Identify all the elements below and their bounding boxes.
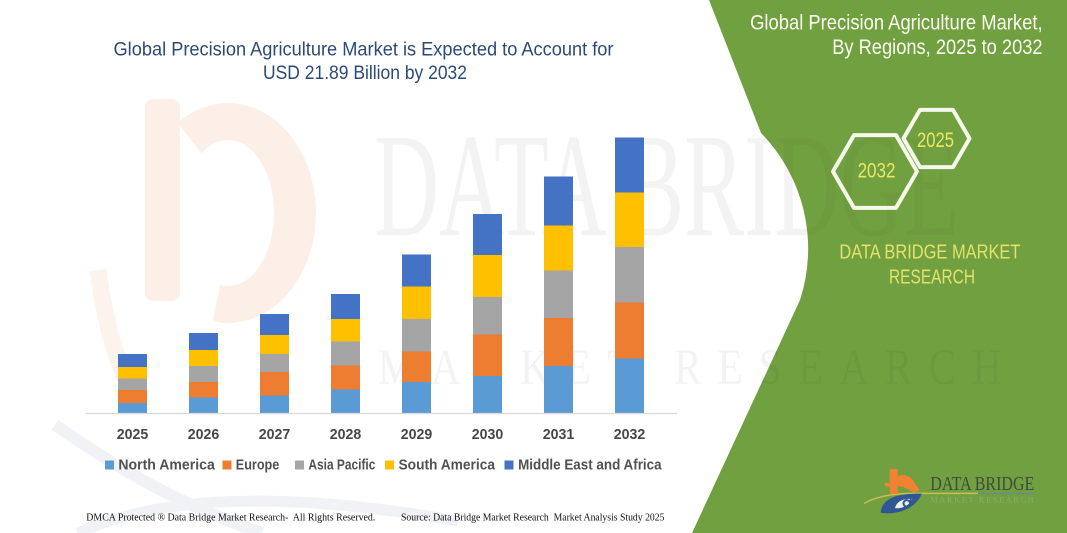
svg-text:Global Precision Agriculture M: Global Precision Agriculture Market,: [750, 10, 1043, 34]
svg-text:2028: 2028: [330, 427, 362, 443]
svg-text:2025: 2025: [117, 427, 149, 443]
svg-text:Source: Data Bridge Market Res: Source: Data Bridge Market Research Mark…: [401, 512, 665, 524]
svg-text:Asia Pacific: Asia Pacific: [308, 456, 375, 473]
svg-text:By Regions, 2025 to 2032: By Regions, 2025 to 2032: [832, 35, 1042, 59]
svg-text:2032: 2032: [858, 160, 896, 183]
svg-text:2027: 2027: [259, 427, 291, 443]
svg-text:MARKET RESEARCH: MARKET RESEARCH: [931, 496, 1034, 505]
svg-text:2032: 2032: [614, 427, 646, 443]
svg-text:North America: North America: [118, 456, 215, 473]
svg-text:DATA BRIDGE MARKET: DATA BRIDGE MARKET: [839, 242, 1020, 264]
svg-text:Europe: Europe: [236, 456, 279, 473]
svg-text:2030: 2030: [472, 427, 504, 443]
svg-text:Middle East and Africa: Middle East and Africa: [518, 456, 662, 473]
svg-text:Global Precision Agriculture M: Global Precision Agriculture Market is E…: [114, 39, 614, 61]
svg-text:RESEARCH: RESEARCH: [889, 266, 975, 288]
svg-text:2026: 2026: [188, 427, 220, 443]
svg-text:2025: 2025: [917, 129, 954, 152]
svg-text:DATA BRIDGE: DATA BRIDGE: [930, 473, 1034, 495]
svg-text:2031: 2031: [543, 427, 575, 443]
svg-text:DMCA Protected ® Data Bridge M: DMCA Protected ® Data Bridge Market Rese…: [86, 512, 375, 524]
svg-text:USD 21.89 Billion by 2032: USD 21.89 Billion by 2032: [263, 62, 467, 84]
svg-text:South America: South America: [399, 456, 496, 473]
svg-text:2029: 2029: [401, 427, 433, 443]
